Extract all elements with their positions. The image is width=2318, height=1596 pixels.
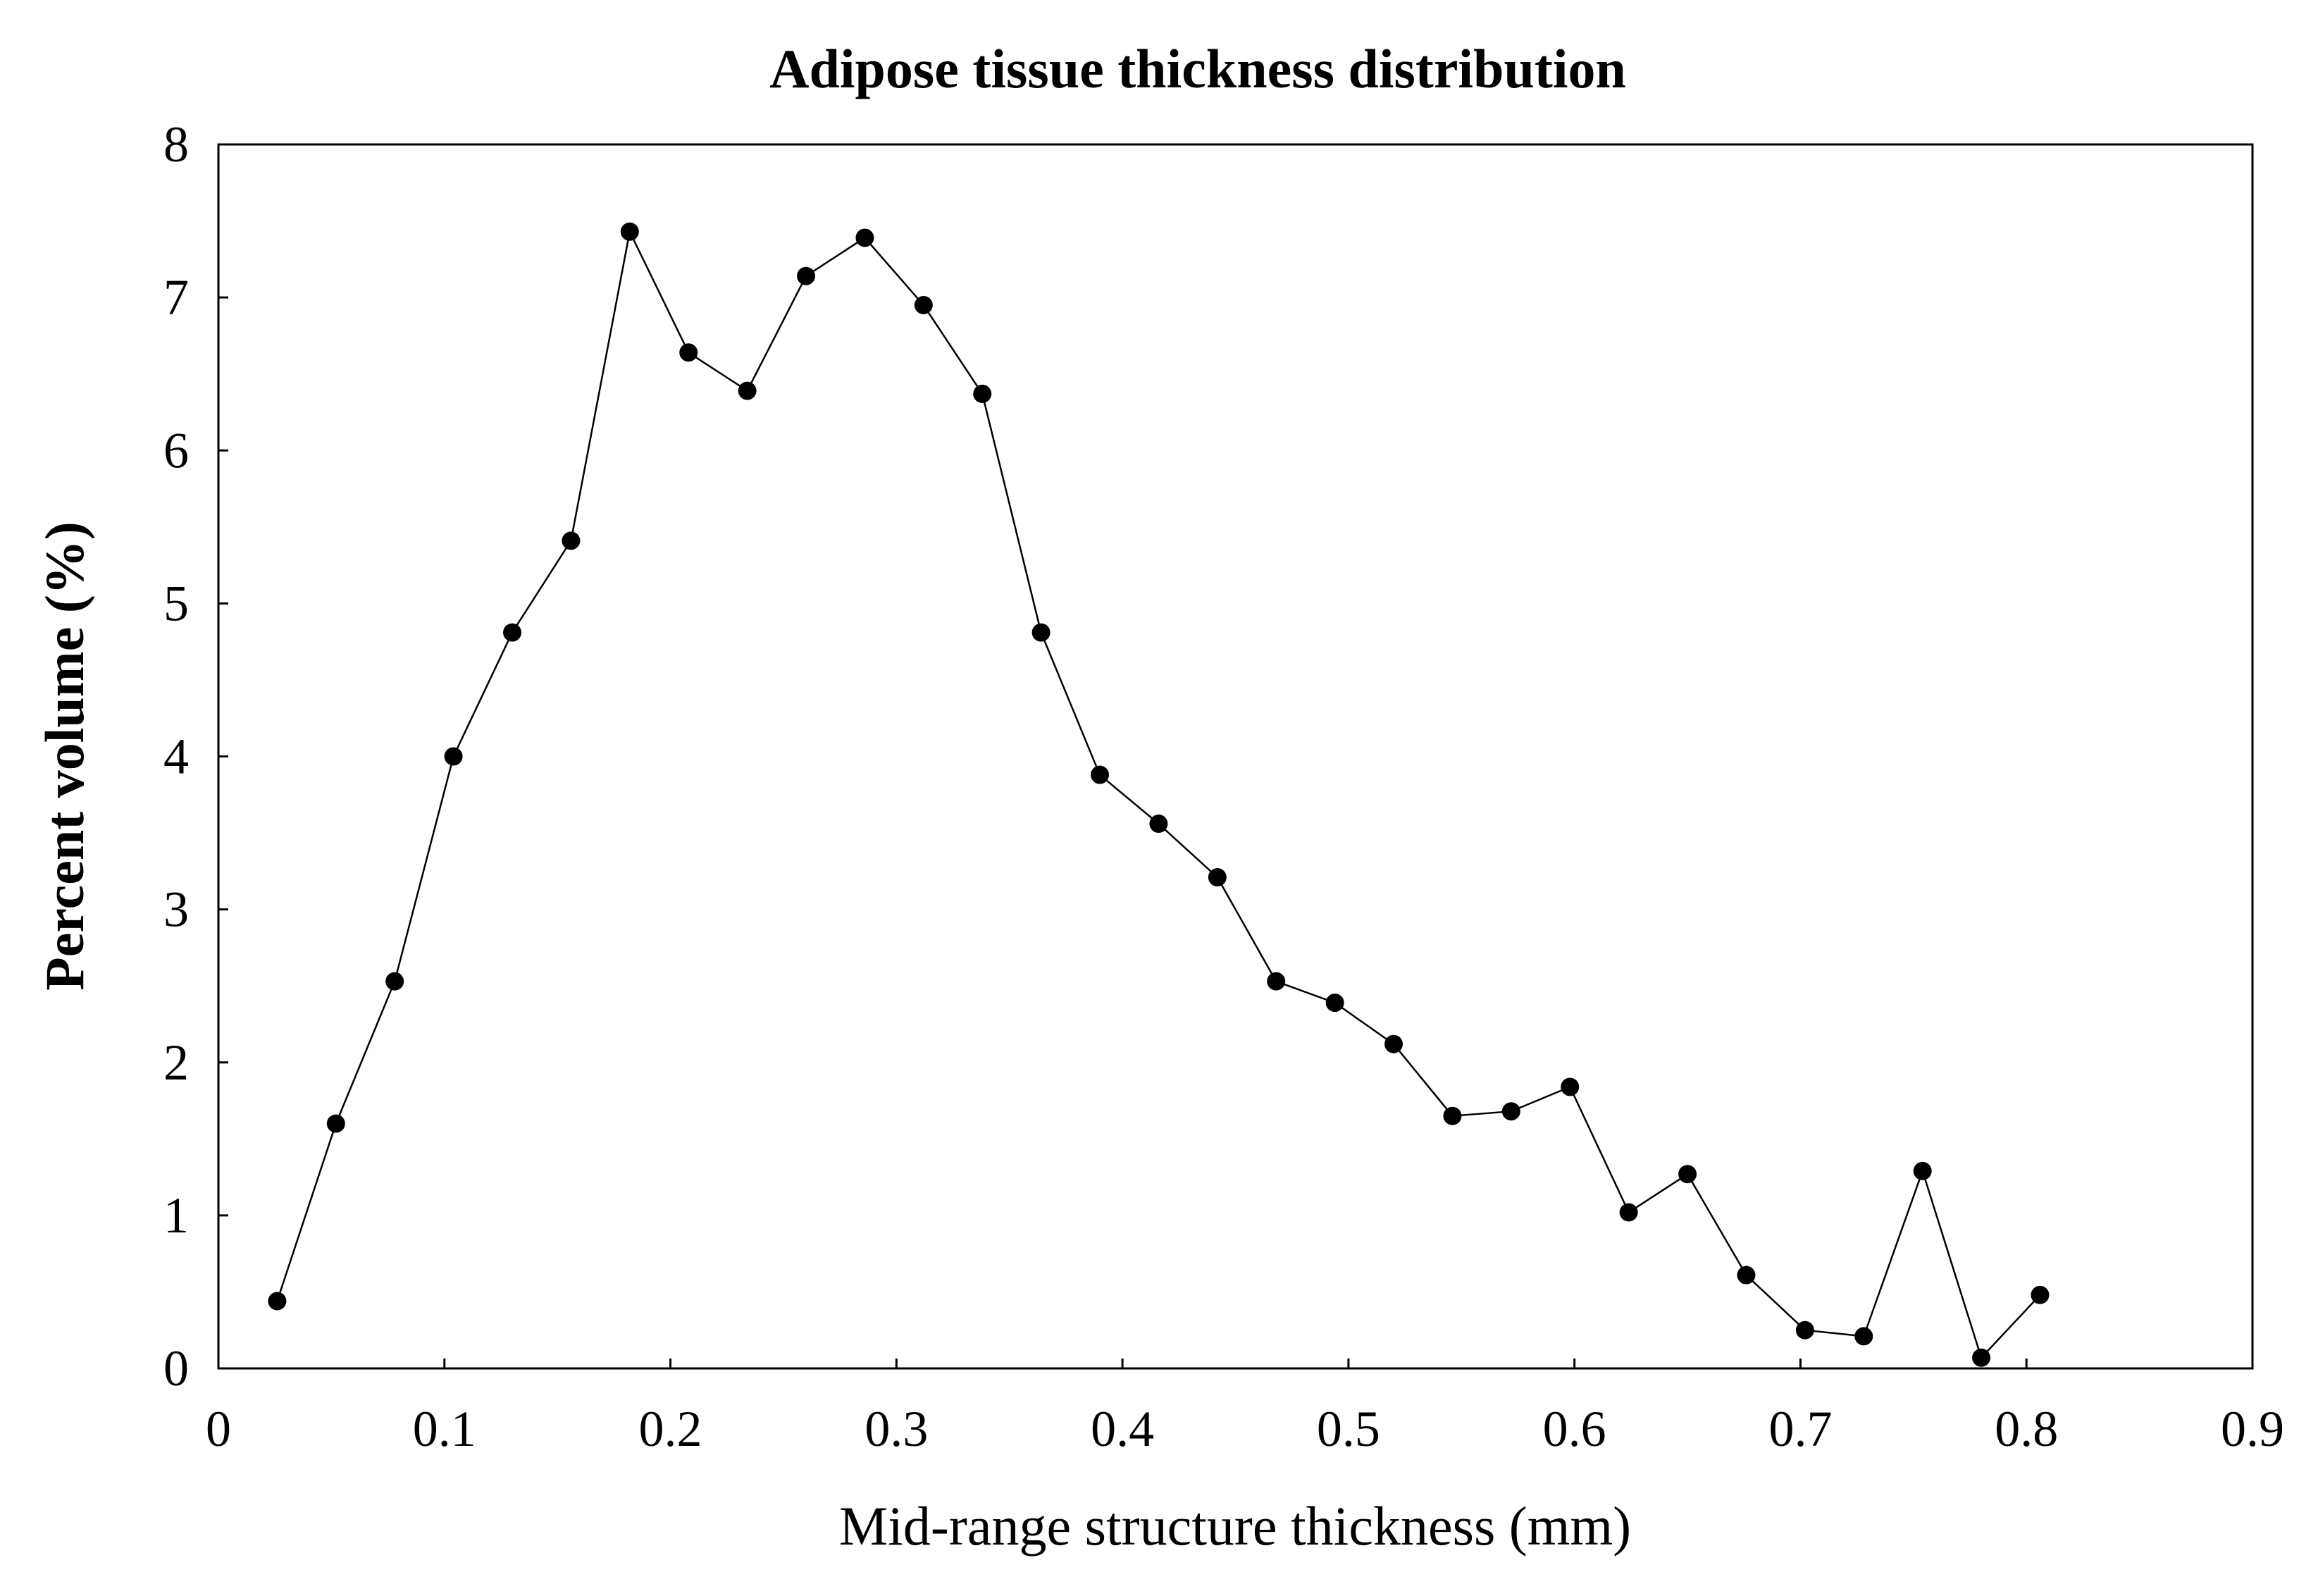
y-tick-label: 4 <box>163 729 189 785</box>
x-tick-label: 0.6 <box>1543 1401 1606 1457</box>
data-point <box>1501 1102 1520 1121</box>
series-markers <box>268 222 2050 1367</box>
y-axis: 0 1 2 3 4 5 6 7 8 <box>163 116 228 1397</box>
data-point <box>1678 1165 1697 1184</box>
x-axis-label: Mid-range structure thickness (mm) <box>839 1495 1631 1557</box>
x-tick-label: 0.9 <box>2221 1401 2284 1457</box>
x-tick-label: 0.1 <box>413 1401 476 1457</box>
data-point <box>1913 1161 1932 1180</box>
data-point <box>914 295 933 314</box>
data-point <box>1795 1320 1814 1340</box>
data-point <box>973 384 992 403</box>
x-tick-label: 0.8 <box>1995 1401 2058 1457</box>
data-point <box>503 623 522 642</box>
y-tick-label: 3 <box>163 881 189 938</box>
x-tick-label: 0.3 <box>864 1401 928 1457</box>
y-tick-label: 8 <box>163 116 189 173</box>
y-tick-label: 0 <box>163 1340 189 1397</box>
data-point <box>1737 1266 1756 1285</box>
y-tick-label: 7 <box>163 269 189 326</box>
data-point <box>1972 1348 1991 1367</box>
data-point <box>1208 868 1227 887</box>
x-tick-label: 0.2 <box>639 1401 702 1457</box>
x-tick-label: 0 <box>206 1401 231 1457</box>
y-tick-label: 5 <box>163 575 189 631</box>
data-point <box>1325 994 1344 1013</box>
data-point <box>268 1292 287 1311</box>
data-point <box>1854 1327 1873 1346</box>
x-tick-label: 0.5 <box>1317 1401 1380 1457</box>
data-point <box>738 381 757 400</box>
data-point <box>562 531 581 550</box>
y-axis-label: Percent volume (%) <box>34 521 95 991</box>
x-axis: 0 0.1 0.2 0.3 0.4 0.5 0.6 0.7 0.8 0.9 <box>206 1359 2284 1457</box>
y-tick-label: 2 <box>163 1034 189 1091</box>
data-point <box>2031 1285 2050 1304</box>
x-tick-label: 0.4 <box>1091 1401 1154 1457</box>
chart-title: Adipose tissue thickness distribution <box>769 38 1626 99</box>
data-point <box>1031 623 1050 642</box>
data-point <box>679 343 698 362</box>
data-point <box>444 747 463 766</box>
data-point <box>1561 1077 1580 1096</box>
data-point <box>385 972 404 991</box>
data-point <box>1443 1106 1462 1125</box>
data-point <box>1149 815 1168 834</box>
data-point <box>1619 1203 1638 1222</box>
y-tick-label: 1 <box>163 1187 189 1244</box>
data-point <box>1384 1034 1403 1053</box>
data-point <box>326 1114 345 1133</box>
data-point <box>855 228 874 247</box>
data-point <box>620 222 639 241</box>
data-point <box>1267 972 1286 991</box>
data-point <box>1091 765 1110 784</box>
x-tick-label: 0.7 <box>1768 1401 1832 1457</box>
y-tick-label: 6 <box>163 422 189 478</box>
data-point <box>797 266 816 285</box>
